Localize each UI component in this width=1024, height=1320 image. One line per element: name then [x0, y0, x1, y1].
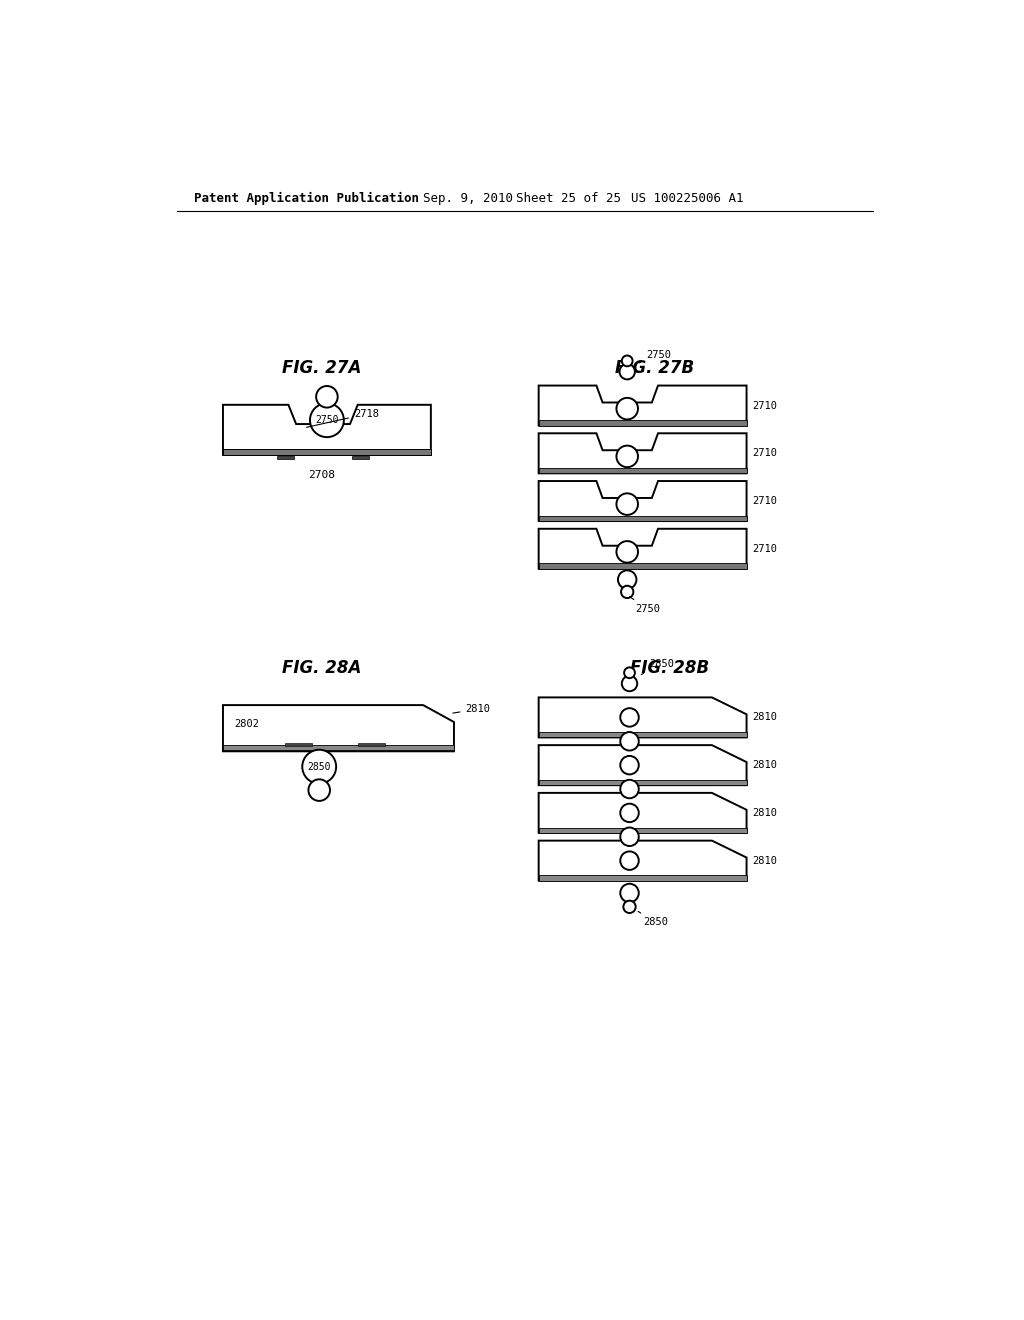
Bar [539, 469, 746, 474]
Text: Patent Application Publication: Patent Application Publication [194, 191, 419, 205]
Text: 2710: 2710 [753, 544, 777, 554]
Text: 2750: 2750 [630, 597, 659, 614]
Circle shape [616, 446, 638, 467]
Text: 2850: 2850 [307, 762, 331, 772]
Bar [539, 828, 746, 833]
Circle shape [621, 884, 639, 903]
Bar [285, 743, 311, 746]
Circle shape [620, 364, 635, 379]
Circle shape [302, 750, 336, 784]
Text: Sheet 25 of 25: Sheet 25 of 25 [515, 191, 621, 205]
Circle shape [621, 733, 639, 751]
Text: 2810: 2810 [453, 704, 490, 714]
Bar [539, 516, 746, 521]
Text: 2850: 2850 [638, 911, 669, 927]
Bar [539, 780, 746, 785]
Circle shape [616, 397, 638, 420]
Text: 2708: 2708 [308, 470, 335, 480]
Circle shape [621, 708, 639, 726]
Circle shape [621, 780, 639, 799]
Circle shape [616, 494, 638, 515]
Circle shape [621, 586, 634, 598]
Bar [539, 564, 746, 569]
Text: 2810: 2810 [753, 713, 777, 722]
Text: FIG. 27B: FIG. 27B [614, 359, 693, 376]
Text: 2718: 2718 [306, 409, 379, 428]
Text: 2810: 2810 [753, 808, 777, 818]
Bar [223, 744, 454, 750]
Text: 2850: 2850 [641, 659, 674, 675]
Text: 2810: 2810 [753, 855, 777, 866]
Text: 2802: 2802 [234, 719, 259, 729]
Circle shape [621, 828, 639, 846]
Text: 2710: 2710 [753, 400, 777, 411]
Circle shape [624, 900, 636, 913]
Circle shape [622, 676, 637, 692]
Circle shape [616, 541, 638, 562]
Bar [539, 875, 746, 880]
Text: FIG. 28B: FIG. 28B [630, 659, 710, 677]
Text: 2810: 2810 [753, 760, 777, 770]
Text: 2710: 2710 [753, 449, 777, 458]
Circle shape [310, 404, 344, 437]
Bar [539, 733, 746, 738]
Bar [276, 457, 294, 459]
Text: FIG. 28A: FIG. 28A [282, 659, 361, 677]
Circle shape [308, 779, 330, 801]
Bar [223, 449, 431, 455]
Text: 2710: 2710 [753, 496, 777, 506]
Text: 2750: 2750 [639, 350, 672, 363]
Circle shape [621, 756, 639, 775]
Bar [539, 420, 746, 425]
Bar [352, 457, 370, 459]
Bar [357, 743, 385, 746]
Text: 2750: 2750 [315, 416, 339, 425]
Circle shape [621, 804, 639, 822]
Circle shape [316, 385, 338, 408]
Text: FIG. 27A: FIG. 27A [282, 359, 361, 376]
Circle shape [622, 355, 633, 367]
Text: US 100225006 A1: US 100225006 A1 [631, 191, 743, 205]
Text: Sep. 9, 2010: Sep. 9, 2010 [423, 191, 513, 205]
Circle shape [621, 851, 639, 870]
Circle shape [617, 570, 637, 589]
Circle shape [625, 668, 635, 678]
